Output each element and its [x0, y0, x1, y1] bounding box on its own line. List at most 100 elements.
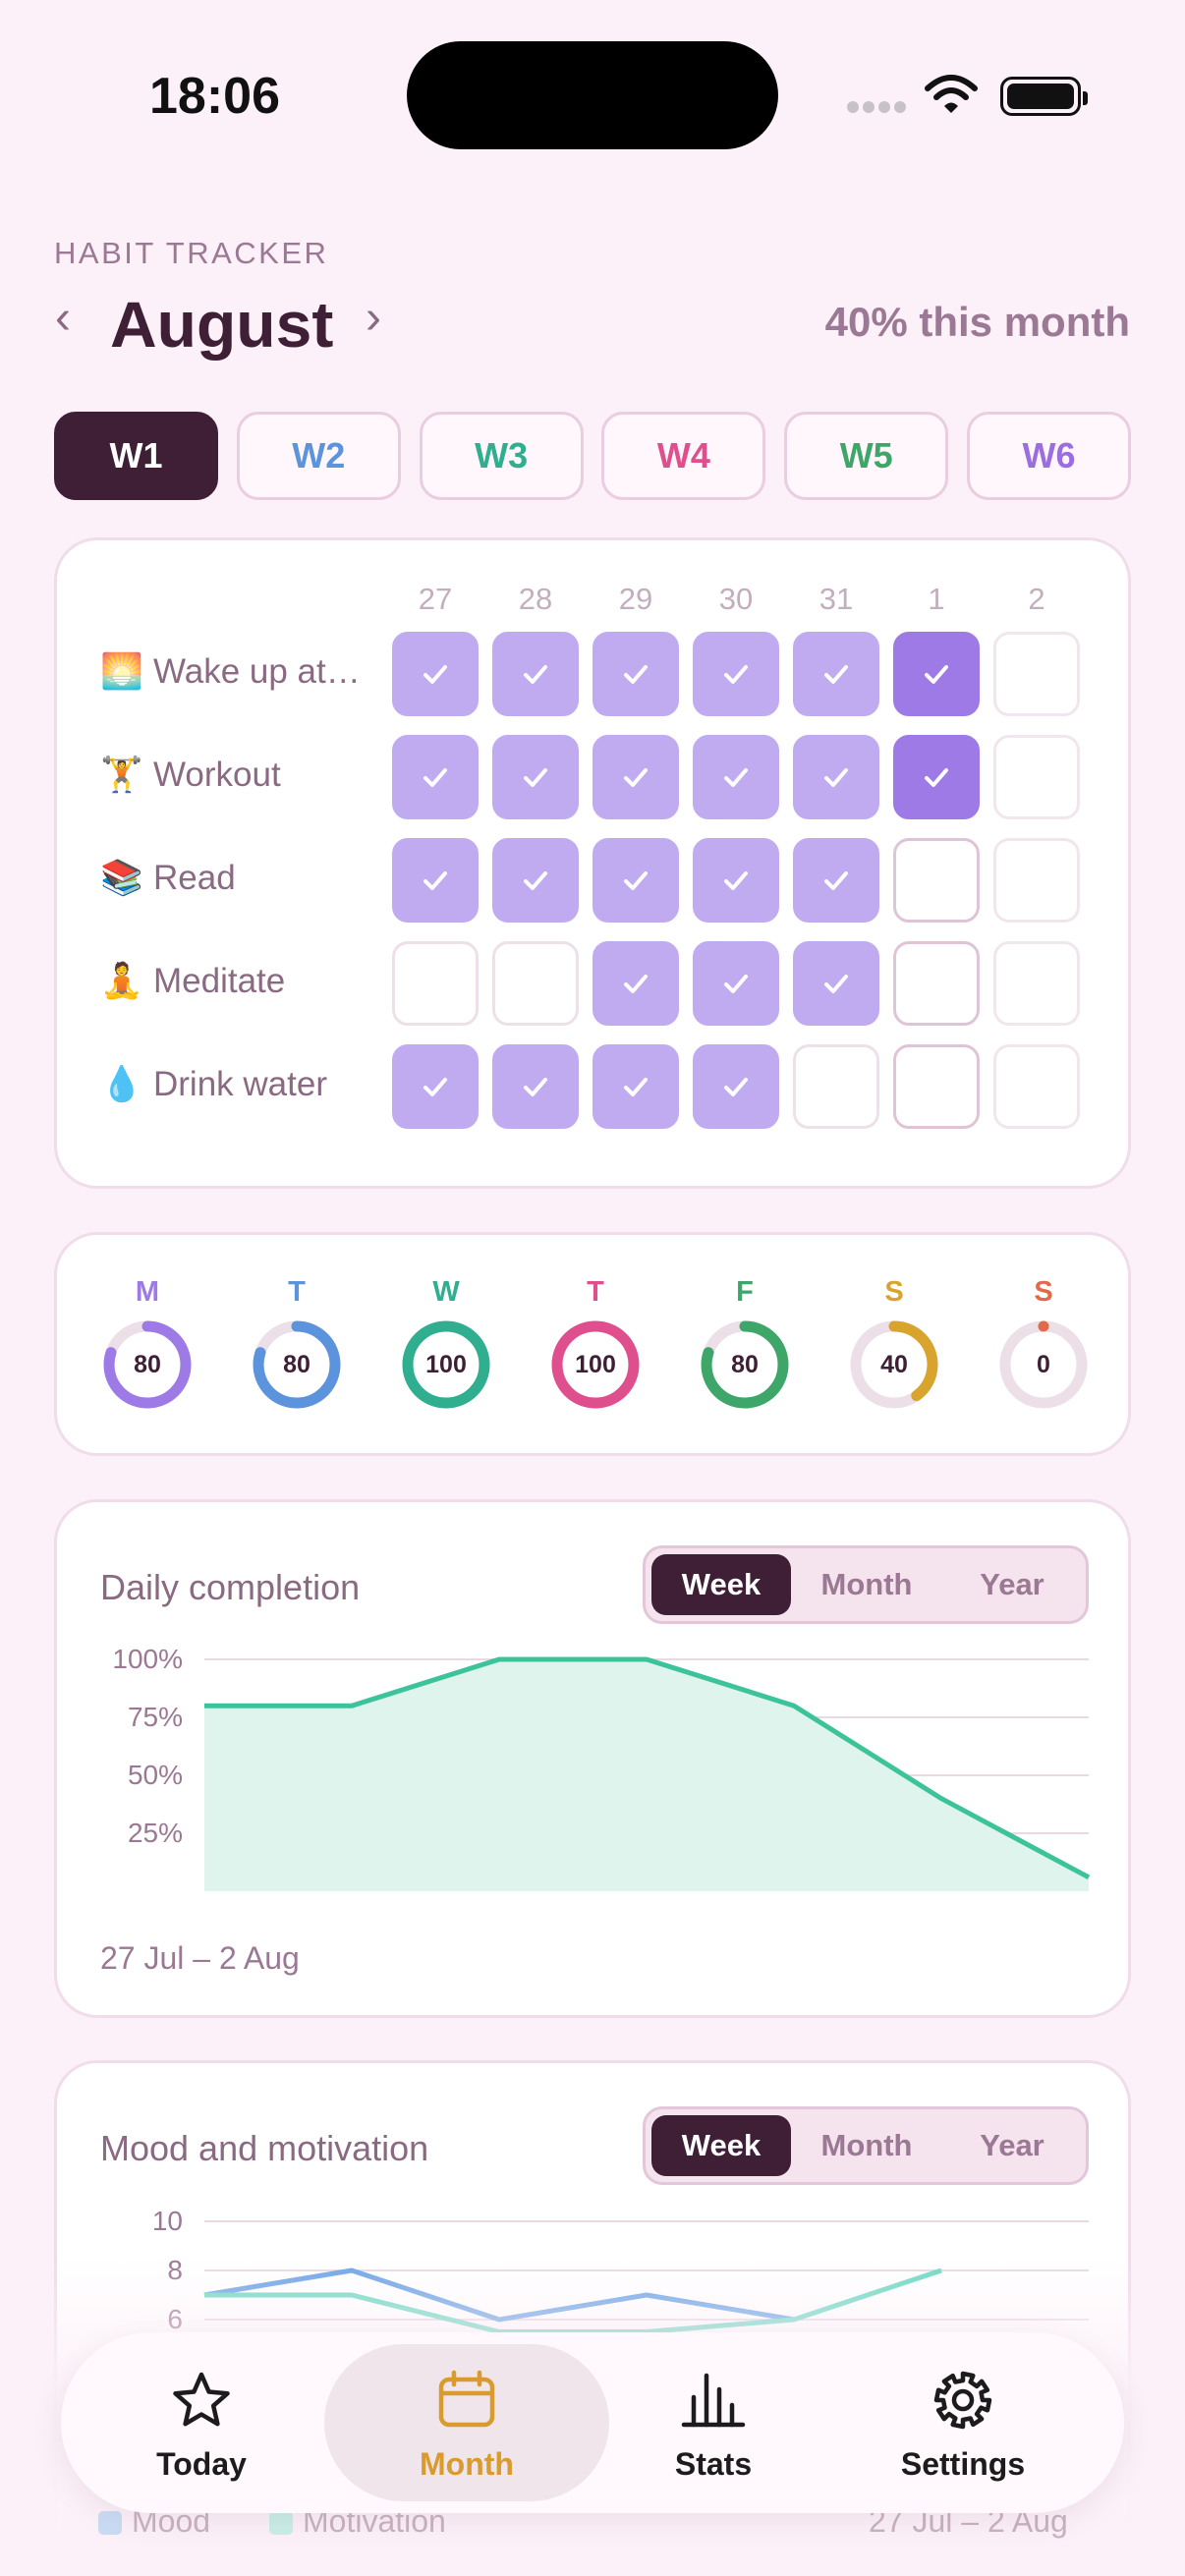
habit-check-cell[interactable] [392, 838, 479, 923]
habit-check-cell[interactable] [592, 838, 679, 923]
habit-check-cell[interactable] [392, 735, 479, 819]
tab-month[interactable]: Month [324, 2344, 609, 2501]
habit-label: Read [153, 859, 236, 897]
week-tab-3[interactable]: W3 [419, 412, 584, 500]
habit-check-cell[interactable] [793, 735, 879, 819]
tab-stats[interactable]: Stats [571, 2344, 856, 2501]
habit-check-cell[interactable] [893, 632, 980, 716]
month-summary: 40% this month [824, 299, 1130, 345]
tab-label: Today [156, 2446, 247, 2482]
check-icon [624, 1078, 648, 1096]
weekday-ring: S 40 [847, 1276, 941, 1410]
segment-year[interactable]: Year [980, 1567, 1044, 1601]
habit-check-cell[interactable] [492, 1044, 579, 1129]
next-month-button[interactable]: › [366, 292, 381, 344]
habit-emoji: 🧘 [100, 962, 143, 1000]
habit-emoji: 🌅 [100, 652, 143, 691]
segment-week[interactable]: Week [651, 2115, 791, 2176]
habit-label: Wake up at… [153, 652, 361, 691]
previous-month-button[interactable]: ‹ [55, 292, 71, 344]
y-tick-label: 10 [151, 2206, 183, 2236]
status-time: 18:06 [149, 68, 280, 125]
ring-day-label: S [884, 1276, 904, 1308]
habit-check-cell[interactable] [693, 941, 779, 1026]
week-tab-6[interactable]: W6 [967, 412, 1131, 500]
habit-name[interactable]: 🏋️ Workout [100, 755, 281, 795]
habit-check-cell[interactable] [893, 1044, 980, 1129]
habit-check-cell[interactable] [993, 1044, 1080, 1129]
segment-month[interactable]: Month [820, 2128, 913, 2162]
progress-ring: 100 [401, 1319, 491, 1410]
habit-check-cell[interactable] [492, 735, 579, 819]
habit-name[interactable]: 💧 Drink water [100, 1064, 327, 1104]
habit-check-cell[interactable] [993, 632, 1080, 716]
habit-row: 💧 Drink water [57, 1044, 1128, 1133]
habit-check-cell[interactable] [993, 838, 1080, 923]
ring-value: 80 [731, 1350, 759, 1378]
week-tab-5[interactable]: W5 [784, 412, 949, 500]
check-icon [524, 665, 547, 684]
gear-icon [933, 2371, 992, 2430]
section-label: HABIT TRACKER [54, 236, 329, 270]
week-tab-1[interactable]: W1 [54, 412, 218, 500]
habit-label: Workout [153, 756, 281, 794]
segment-year[interactable]: Year [980, 2128, 1044, 2162]
period-segmented-control: Week Month Year [643, 1545, 1089, 1624]
habit-check-cell[interactable] [893, 838, 980, 923]
check-icon [423, 768, 447, 787]
habit-check-cell[interactable] [793, 838, 879, 923]
tab-label: Month [420, 2446, 514, 2482]
tab-settings[interactable]: Settings [820, 2344, 1105, 2501]
ring-day-label: T [587, 1276, 604, 1308]
check-icon [524, 871, 547, 890]
habit-check-cell[interactable] [492, 838, 579, 923]
habit-check-cell[interactable] [793, 941, 879, 1026]
check-icon [724, 768, 748, 787]
habit-check-cell[interactable] [392, 632, 479, 716]
habit-check-cell[interactable] [592, 632, 679, 716]
check-icon [824, 768, 848, 787]
habit-row: 🌅 Wake up at… [57, 632, 1128, 720]
habit-check-cell[interactable] [693, 838, 779, 923]
habit-check-cell[interactable] [592, 735, 679, 819]
check-icon [423, 665, 447, 684]
habit-check-cell[interactable] [592, 941, 679, 1026]
habit-name[interactable]: 🧘 Meditate [100, 961, 285, 1001]
habit-check-cell[interactable] [392, 941, 479, 1026]
habit-check-cell[interactable] [993, 735, 1080, 819]
progress-ring: 100 [550, 1319, 641, 1410]
habit-check-cell[interactable] [592, 1044, 679, 1129]
habit-check-cell[interactable] [693, 735, 779, 819]
check-icon [624, 975, 648, 993]
month-title: August [110, 288, 334, 361]
star-icon [173, 2372, 230, 2427]
tab-today[interactable]: Today [59, 2344, 344, 2501]
date-range-label: 27 Jul – 2 Aug [100, 1940, 300, 1976]
segment-month[interactable]: Month [820, 1567, 913, 1601]
week-tab-2[interactable]: W2 [236, 412, 401, 500]
y-tick-label: 75% [127, 1702, 183, 1732]
habit-check-cell[interactable] [793, 632, 879, 716]
check-icon [824, 665, 848, 684]
weekday-rings-card: M 80 T 80 W 100 T 100 F 80 S 40 S 0 [54, 1232, 1131, 1456]
week-tab-4[interactable]: W4 [601, 412, 766, 500]
dynamic-island [407, 41, 778, 149]
weekday-ring: T 80 [250, 1276, 344, 1410]
habit-check-cell[interactable] [392, 1044, 479, 1129]
habit-check-cell[interactable] [893, 735, 980, 819]
habit-name[interactable]: 📚 Read [100, 858, 236, 898]
area-fill [204, 1659, 1089, 1891]
habit-name[interactable]: 🌅 Wake up at… [100, 651, 361, 692]
ring-day-label: F [736, 1276, 754, 1308]
segment-week[interactable]: Week [651, 1554, 791, 1615]
habit-check-cell[interactable] [993, 941, 1080, 1026]
habit-check-cell[interactable] [693, 1044, 779, 1129]
day-header: 28 [518, 582, 553, 616]
habit-check-cell[interactable] [492, 632, 579, 716]
habit-check-cell[interactable] [693, 632, 779, 716]
habit-check-cell[interactable] [793, 1044, 879, 1129]
status-bar: 18:06 [0, 0, 1185, 187]
habit-check-cell[interactable] [492, 941, 579, 1026]
weekday-ring: F 80 [698, 1276, 792, 1410]
habit-check-cell[interactable] [893, 941, 980, 1026]
